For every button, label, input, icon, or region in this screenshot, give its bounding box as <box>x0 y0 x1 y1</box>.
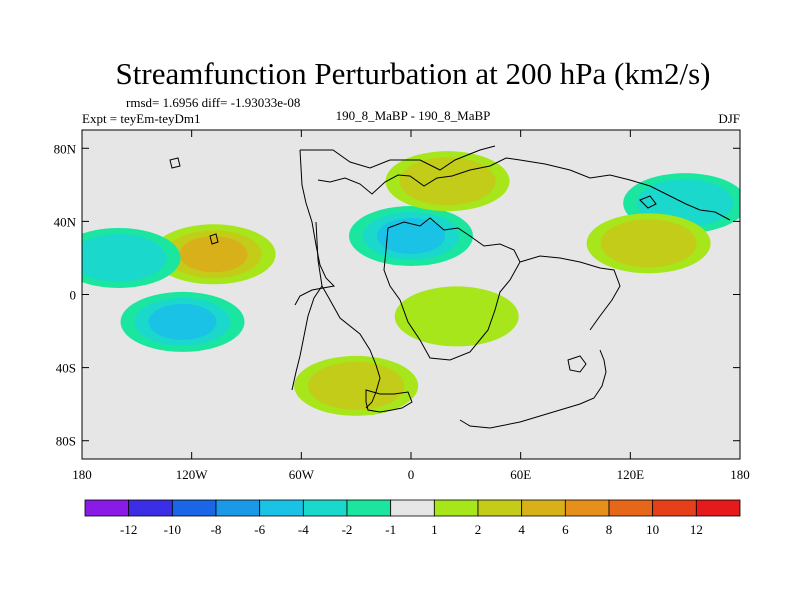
colorbar-label: -8 <box>211 522 222 537</box>
colorbar-label: 8 <box>606 522 613 537</box>
colorbar-swatch <box>695 499 741 517</box>
colorbar-swatch <box>564 499 610 517</box>
colorbar-label: 4 <box>518 522 525 537</box>
colorbar-label: 1 <box>431 522 438 537</box>
coastline-mediterranean-africa <box>383 217 521 361</box>
season-label: DJF <box>718 111 740 126</box>
colorbar-swatch <box>477 499 523 517</box>
x-tick-label: 120E <box>617 467 645 482</box>
colorbar-label: -2 <box>342 522 353 537</box>
colorbar-swatch <box>302 499 348 517</box>
y-tick-label: 80N <box>54 141 77 156</box>
case-label: 190_8_MaBP - 190_8_MaBP <box>336 108 491 123</box>
y-axis: 80N 40N 0 40S 80S <box>54 141 740 449</box>
contour-band <box>308 361 405 410</box>
colorbar-label: -4 <box>298 522 309 537</box>
colorbar-swatch <box>346 499 392 517</box>
coastlines <box>169 145 731 429</box>
x-tick-label: 180 <box>72 467 92 482</box>
colorbar-swatch <box>390 499 435 517</box>
experiment-label: Expt = teyEm-teyDm1 <box>82 111 201 126</box>
colorbar-swatch <box>433 499 479 517</box>
x-tick-label: 60W <box>289 467 315 482</box>
colorbar-swatch <box>171 499 217 517</box>
coastline-north-america <box>294 145 496 306</box>
x-tick-label: 120W <box>176 467 209 482</box>
contour-band <box>377 218 445 255</box>
coastline-south-asia-australia <box>459 255 621 429</box>
x-axis: 180 120W 60W 0 60E 120E 180 <box>72 130 750 482</box>
y-tick-label: 80S <box>56 434 76 449</box>
contour-band <box>179 236 248 273</box>
colorbar-label: -1 <box>385 522 396 537</box>
contour-band <box>394 286 519 347</box>
contour-band <box>148 303 217 340</box>
map-plot-area <box>81 129 741 460</box>
colorbar-swatch <box>521 499 566 517</box>
x-tick-label: 0 <box>408 467 415 482</box>
colorbar-label: 12 <box>690 522 703 537</box>
colorbar-swatch <box>652 499 697 517</box>
coastline-islands <box>169 157 657 373</box>
chart-title: Streamfunction Perturbation at 200 hPa (… <box>116 56 711 91</box>
colorbar-swatch <box>84 499 130 517</box>
colorbar-swatch <box>259 499 304 517</box>
coastline-antarctica <box>365 389 413 413</box>
x-tick-label: 180 <box>730 467 750 482</box>
contour-field <box>82 151 740 416</box>
colorbar-swatch <box>128 499 173 517</box>
colorbar-label: 2 <box>475 522 482 537</box>
colorbar-label: 6 <box>562 522 569 537</box>
x-tick-label: 60E <box>510 467 531 482</box>
colorbar: -12 -10 -8 -6 -4 -2 -1 1 2 4 6 8 10 12 <box>84 499 741 537</box>
contour-band <box>399 157 496 206</box>
colorbar-label: -12 <box>120 522 137 537</box>
colorbar-label: -6 <box>254 522 265 537</box>
coastline-south-america <box>291 221 381 409</box>
colorbar-label: 10 <box>646 522 659 537</box>
colorbar-label: -10 <box>164 522 181 537</box>
contour-band <box>82 233 167 282</box>
contour-band <box>600 219 697 268</box>
colorbar-swatch <box>608 499 654 517</box>
y-tick-label: 40S <box>56 361 76 376</box>
stats-label: rmsd= 1.6956 diff= -1.93033e-08 <box>126 95 300 110</box>
coastline-europe-asia <box>317 157 731 221</box>
y-tick-label: 0 <box>70 288 77 303</box>
y-tick-label: 40N <box>54 214 77 229</box>
colorbar-swatch <box>215 499 261 517</box>
